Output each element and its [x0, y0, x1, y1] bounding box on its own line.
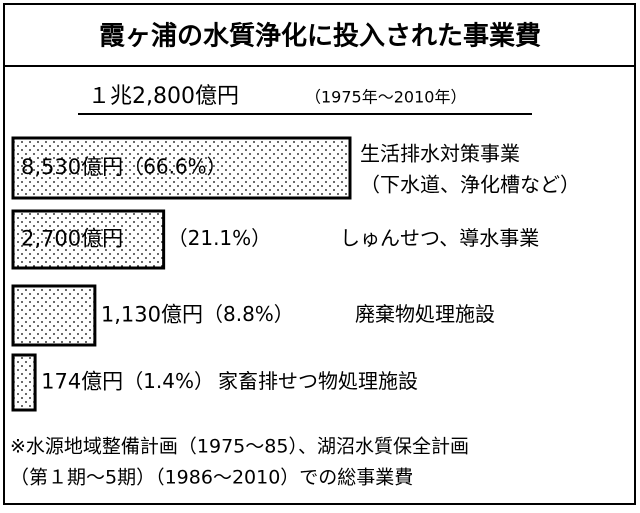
bar: [11, 284, 97, 347]
bar: [11, 353, 37, 412]
category-label: しゅんせつ、導水事業: [340, 226, 539, 250]
note: ※水源地域整備計画（1975～85）、湖沼水質保全計画: [10, 436, 469, 458]
share-label: （8.8%）: [203, 302, 294, 326]
share-label: （1.4%）: [123, 369, 214, 393]
bar: [11, 136, 352, 200]
value-label: 1,130億円: [101, 303, 203, 327]
category-label: （下水道、浄化槽など）: [360, 173, 580, 197]
share-label: （21.1%）: [168, 226, 272, 250]
category-label: 生活排水対策事業: [360, 142, 520, 166]
share-label: （66.6%）: [123, 155, 227, 179]
period: （1975年～2010年）: [305, 88, 466, 107]
chart-title: 霞ヶ浦の水質浄化に投入された事業費: [99, 21, 541, 52]
category-label: 家畜排せつ物処理施設: [218, 369, 418, 393]
value-label: 174億円: [41, 370, 123, 394]
category-label: 廃棄物処理施設: [355, 302, 495, 326]
subtitle: １兆2,800億円: [88, 84, 239, 109]
value-label: 2,700億円: [21, 227, 123, 251]
bar: [11, 209, 166, 270]
value-label: 8,530億円: [21, 155, 123, 179]
note: （第１期～5期）（1986～2010）での総事業費: [10, 467, 413, 489]
